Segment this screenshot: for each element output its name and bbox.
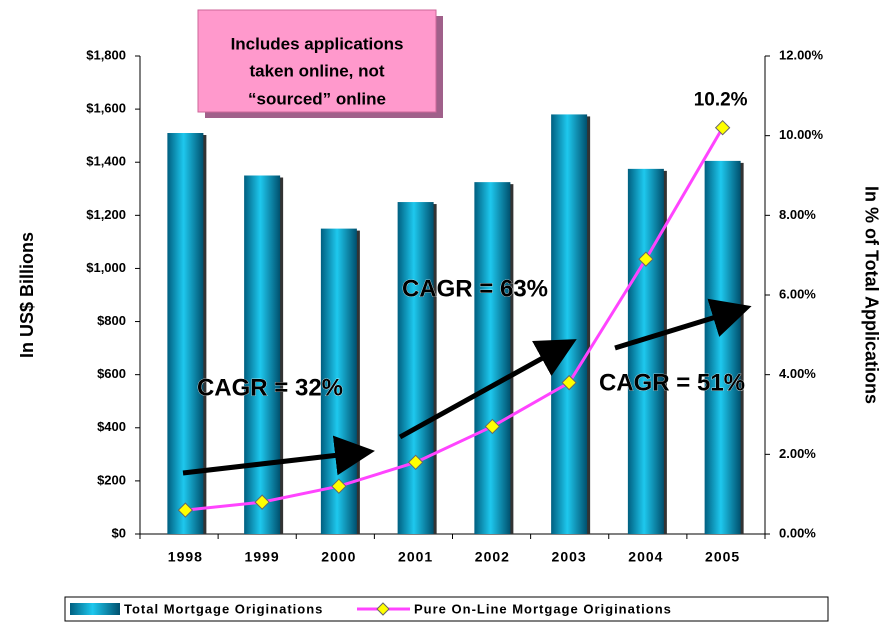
- x-tick-label: 2001: [398, 549, 433, 565]
- arrow: [182, 435, 375, 476]
- bar: [397, 202, 434, 535]
- arrow: [614, 298, 752, 351]
- y2-tick-label: 6.00%: [779, 286, 816, 301]
- marker: [177, 502, 194, 518]
- y-tick-label: $400: [97, 419, 126, 434]
- x-tick-label: 1999: [245, 549, 280, 565]
- arrow: [398, 339, 577, 440]
- bar: [244, 175, 281, 534]
- marker: [638, 251, 654, 267]
- annotation: CAGR = 63%: [402, 275, 548, 302]
- marker: [484, 418, 501, 435]
- annotation: CAGR = 32%: [197, 374, 343, 401]
- marker: [561, 374, 577, 391]
- y2-tick-label: 10.00%: [779, 127, 824, 142]
- y-tick-label: $1,800: [86, 47, 126, 62]
- y2-axis-label: In % of Total Applications: [861, 186, 881, 404]
- y-tick-label: $1,200: [86, 207, 126, 222]
- legend-box: [64, 596, 829, 622]
- y2-tick-label: 0.00%: [779, 525, 816, 540]
- bar: [704, 160, 741, 534]
- y-tick-label: $1,400: [86, 154, 126, 169]
- y2-tick-label: 12.00%: [779, 47, 824, 62]
- x-tick-label: 2005: [705, 549, 740, 565]
- bar: [167, 133, 204, 534]
- y2-tick-label: 2.00%: [779, 446, 816, 461]
- marker: [331, 478, 347, 494]
- line: [185, 126, 724, 512]
- value-label: 10.2%: [694, 90, 748, 111]
- x-tick-label: 2002: [475, 549, 510, 565]
- bar: [474, 182, 511, 534]
- y-tick-label: $200: [97, 472, 126, 487]
- bar: [551, 114, 588, 534]
- y-tick-label: $1,000: [86, 260, 126, 275]
- x-tick-label: 1998: [168, 549, 203, 565]
- bar: [627, 168, 664, 534]
- y2-tick-label: 4.00%: [779, 366, 816, 381]
- marker: [714, 119, 731, 136]
- legend-swatch: [70, 603, 120, 615]
- note-text: taken online, not: [249, 61, 384, 80]
- y-tick-label: $600: [97, 366, 126, 381]
- x-tick-label: 2000: [321, 549, 356, 565]
- marker: [407, 454, 424, 471]
- y-axis-label: In US$ Billions: [17, 232, 37, 358]
- x-tick-label: 2003: [552, 549, 587, 565]
- legend-label: Pure On-Line Mortgage Originations: [414, 601, 672, 616]
- y2-tick-label: 8.00%: [779, 207, 816, 222]
- x-tick-label: 2004: [628, 549, 663, 565]
- marker: [254, 494, 270, 510]
- annotation: CAGR = 51%: [599, 369, 745, 396]
- note-box: [197, 9, 437, 113]
- y-tick-label: $800: [97, 313, 126, 328]
- y-tick-label: $1,600: [86, 101, 126, 116]
- legend-label: Total Mortgage Originations: [124, 601, 323, 616]
- y-tick-label: $0: [112, 525, 126, 540]
- legend-marker: [376, 602, 390, 616]
- note-text: “sourced” online: [248, 89, 386, 108]
- note-text: Includes applications: [231, 34, 404, 53]
